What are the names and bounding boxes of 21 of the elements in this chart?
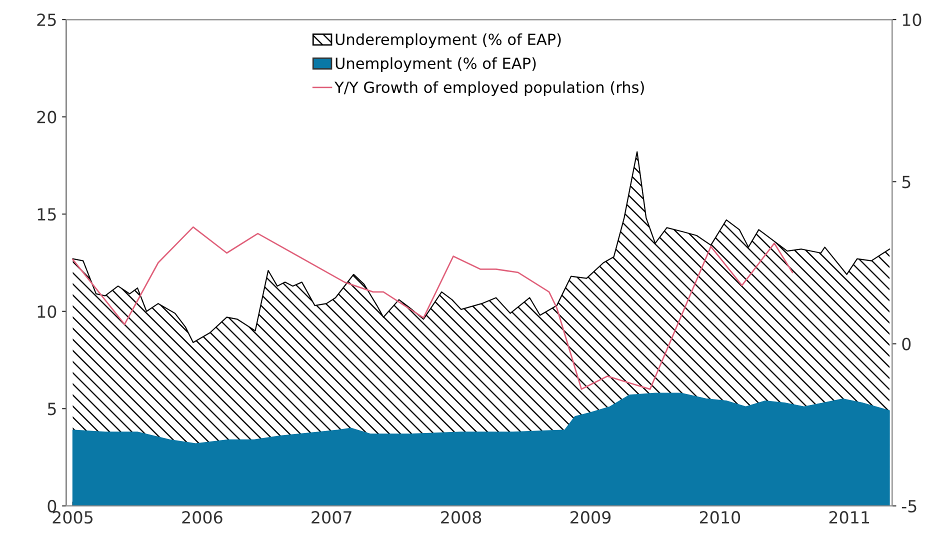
y2-tick-label: 10	[902, 14, 922, 26]
y-tick-label: 10	[38, 305, 56, 318]
x-tick-label: 2006	[182, 511, 222, 524]
x-tick-label: 2010	[700, 511, 740, 524]
legend-label: Unemployment (% of EAP)	[336, 57, 536, 72]
legend-label: Underemployment (% of EAP)	[336, 33, 561, 48]
y2-tick-label: 0	[902, 338, 911, 350]
y-tick-label: 25	[37, 14, 56, 26]
y-tick-label: 0	[48, 500, 56, 512]
y-tick-label: 15	[38, 208, 56, 221]
legend-label: Y/Y Growth of employed population (rhs)	[334, 81, 644, 96]
y-tick-label: 5	[48, 402, 56, 416]
x-tick-label: 2009	[570, 511, 611, 524]
y-tick-label: 20	[37, 110, 56, 124]
line-series	[72, 226, 794, 390]
x-tick-label: 2007	[312, 511, 352, 524]
x-tick-label: 2005	[52, 511, 93, 524]
x-tick-label: 2008	[441, 511, 482, 524]
y2-tick-label: 5	[902, 176, 910, 188]
y2-tick-label: -5	[902, 500, 916, 512]
x-tick-label: 2011	[829, 511, 870, 524]
